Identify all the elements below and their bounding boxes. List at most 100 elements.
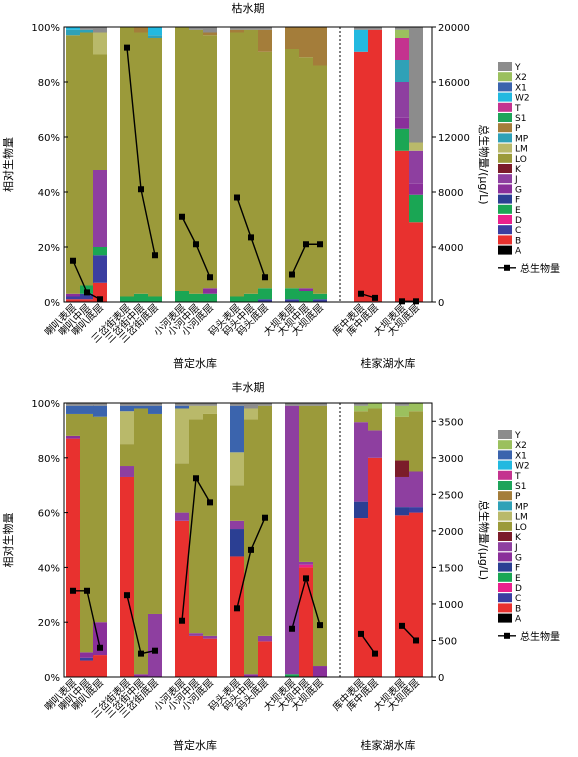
y-tick-label: 0% [44, 673, 60, 684]
bar-segment-b [66, 438, 80, 677]
bar-segment-b [368, 457, 382, 677]
bar-segment-j [395, 82, 409, 118]
legend-label: C [515, 594, 521, 604]
bar-segment-y [93, 403, 107, 406]
bar-segment-e [175, 291, 189, 302]
bar-segment-p [285, 27, 299, 49]
bar-segment-mp [148, 35, 162, 38]
bar-segment-g [66, 293, 80, 297]
total-biomass-point [234, 605, 240, 612]
total-biomass-point [372, 650, 378, 657]
bar-segment-b [80, 660, 94, 677]
bar-segment-g [313, 666, 327, 677]
y2-tick-label: 3500 [438, 417, 463, 428]
total-biomass-point [358, 630, 364, 637]
bar-segment-e [244, 293, 258, 302]
bar-segment-b [175, 520, 189, 677]
bar-segment-lm [93, 32, 107, 55]
total-biomass-point [289, 625, 295, 632]
y-tick-label: 60% [38, 509, 60, 520]
legend-label: J [514, 175, 518, 185]
legend-swatch-g [498, 184, 512, 194]
bar-segment-y [230, 403, 244, 406]
bar-segment-p [230, 29, 244, 33]
bar-segment-y [244, 27, 258, 30]
legend-swatch-k [498, 532, 512, 541]
legend-swatch-b [498, 603, 512, 613]
y2-tick-label: 2500 [438, 490, 463, 501]
legend-swatch-y [498, 430, 512, 439]
bar-segment-y [409, 27, 423, 143]
bar-segment-b [409, 512, 423, 677]
bar-segment-c [80, 657, 94, 661]
bar-segment-b [120, 476, 134, 677]
legend-label: J [514, 543, 518, 553]
legend-label: D [515, 216, 522, 226]
bar-segment-b [395, 150, 409, 302]
bar-stack [313, 403, 327, 677]
legend-swatch-p [498, 491, 512, 501]
legend-swatch-e [498, 204, 512, 214]
y2-tick-label: 500 [438, 636, 457, 647]
total-biomass-point [179, 213, 185, 220]
bar-segment-g [395, 117, 409, 129]
total-biomass-point [138, 650, 144, 657]
bar-segment-b [354, 518, 368, 677]
y2-tick-label: 0 [438, 673, 444, 684]
bar-segment-p [313, 27, 327, 66]
bar-segment-j [189, 633, 203, 636]
bar-segment-c [93, 255, 107, 283]
bar-segment-lm [175, 408, 189, 464]
legend-label: T [514, 472, 521, 482]
legend-label: K [515, 533, 522, 543]
total-biomass-point [413, 637, 419, 644]
total-biomass-point [138, 186, 144, 193]
total-biomass-point [317, 241, 323, 248]
legend-label: T [514, 104, 521, 114]
bar-stack [285, 27, 299, 302]
bar-segment-b [230, 556, 244, 677]
legend-swatch-mp [498, 501, 512, 511]
total-biomass-point [84, 289, 90, 296]
bar-segment-y [66, 403, 80, 406]
bar-segment-x1 [120, 405, 134, 412]
bar-segment-e [395, 128, 409, 151]
bar-segment-d [299, 564, 313, 568]
bar-segment-lo [230, 32, 244, 297]
y2-axis-label: 总生物量/(μg/L) [477, 124, 491, 204]
bar-segment-lo [189, 29, 203, 294]
bar-segment-x1 [66, 405, 80, 414]
bar-stack [189, 403, 203, 677]
total-biomass-point [262, 274, 268, 281]
bar-segment-j [285, 405, 299, 675]
legend-swatch-lo [498, 521, 512, 531]
legend-label: A [515, 615, 522, 625]
legend-label: X2 [515, 73, 527, 83]
legend-total-label: 总生物量 [520, 262, 560, 275]
bar-segment-c [409, 507, 423, 513]
total-biomass-line [360, 633, 376, 655]
total-biomass-point [372, 294, 378, 301]
bar-segment-j [175, 512, 189, 521]
bar-segment-b [93, 655, 107, 677]
legend-label: B [515, 236, 521, 246]
legend-swatch-d [498, 215, 512, 224]
bar-stack [66, 27, 80, 302]
bar-segment-x2 [354, 405, 368, 412]
bar-segment-c [80, 293, 94, 300]
total-biomass-point [124, 44, 130, 51]
bar-segment-y [120, 403, 134, 406]
bar-segment-j [203, 635, 217, 639]
legend-swatch-w2 [498, 460, 512, 470]
bar-segment-j [409, 471, 423, 508]
bar-segment-t [395, 38, 409, 60]
bar-segment-e [203, 293, 217, 302]
legend-swatch-lm [498, 511, 512, 521]
bar-segment-x1 [175, 405, 189, 409]
bar-segment-w2 [148, 27, 162, 36]
bar-segment-lo [66, 35, 80, 294]
bar-stack [230, 403, 244, 677]
bar-segment-lo [203, 413, 217, 636]
bar-stack [203, 403, 217, 677]
bar-segment-lo [148, 413, 162, 614]
